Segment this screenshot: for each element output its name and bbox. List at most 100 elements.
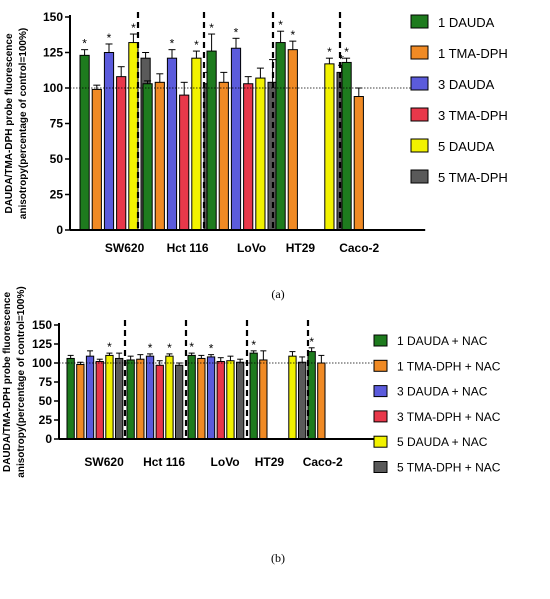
legend-label-b: 1 TMA-DPH + NAC — [397, 359, 501, 373]
legend-swatch-a — [410, 107, 429, 122]
significance-star-a: * — [194, 38, 199, 52]
panel-label-a: (a) — [271, 287, 284, 301]
y-axis-label-b: anisotropy(percentage of control=100%) — [16, 286, 27, 477]
y-tick-label-b: 100 — [32, 356, 52, 370]
bar-a-ht29-5 — [324, 63, 335, 231]
bar-b-hct116-6 — [175, 364, 184, 440]
legend-a: 1 DAUDA 1 TMA-DPH 3 DAUDA 3 TMA-DPH 5 DAUDA 5… — [410, 14, 508, 185]
bar-a-hct116-5 — [191, 57, 202, 231]
bar-a-sw620-5 — [128, 42, 139, 231]
bar-b-sw620-3 — [85, 355, 95, 440]
bar-b-ht29-5 — [288, 355, 297, 440]
y-axis-label-a: anisotropy(percentage of control=100%) — [18, 28, 29, 219]
legend-swatch-b — [373, 410, 388, 423]
bar-b-sw620-1 — [66, 357, 75, 440]
y-tick-label-a: 50 — [50, 152, 64, 166]
legend-swatch-a — [410, 138, 429, 153]
significance-star-a: * — [209, 21, 214, 35]
significance-star-a: * — [290, 28, 295, 42]
x-tick-label-a: HT29 — [286, 241, 316, 255]
x-tick-label-b: HT29 — [255, 455, 285, 469]
y-axis-label-b: DAUDA/TMA-DPH probe fluorescence — [2, 292, 13, 472]
bar-a-hct116-1 — [142, 83, 153, 231]
x-tick-label-a: SW620 — [105, 241, 145, 255]
bar-a-lovo-3 — [230, 47, 242, 231]
significance-star-a: * — [278, 18, 283, 32]
x-tick-label-a: Hct 116 — [167, 241, 209, 255]
bar-a-lovo-5 — [255, 77, 266, 231]
bar-a-caco-2-2 — [353, 96, 364, 231]
bar-b-ht29-6 — [298, 361, 307, 440]
y-tick-label-a: 150 — [43, 10, 63, 24]
significance-star-b: * — [209, 342, 214, 356]
legend-swatch-a — [410, 169, 429, 184]
legend-label-a: 1 DAUDA — [438, 15, 495, 30]
legend-swatch-b — [373, 385, 388, 398]
legend-swatch-a — [410, 45, 429, 60]
bar-b-hct116-2 — [136, 358, 145, 440]
y-axis-label-a: DAUDA/TMA-DPH probe fluorescence — [4, 33, 15, 213]
panel-label-b: (b) — [271, 551, 285, 565]
bar-a-lovo-4 — [243, 83, 254, 231]
y-tick-label-a: 25 — [50, 188, 64, 202]
bar-b-lovo-4 — [216, 360, 225, 440]
bar-a-sw620-4 — [116, 76, 127, 231]
bar-b-hct116-4 — [155, 364, 164, 440]
bar-a-ht29-2 — [287, 49, 298, 231]
legend-label-b: 1 DAUDA + NAC — [397, 334, 488, 348]
x-tick-label-b: LoVo — [211, 455, 240, 469]
y-tick-label-b: 0 — [45, 432, 52, 446]
bar-b-lovo-6 — [236, 361, 245, 440]
bar-a-hct116-3 — [166, 57, 178, 231]
bar-b-lovo-5 — [226, 360, 235, 440]
significance-star-b: * — [107, 340, 112, 354]
significance-star-b: * — [167, 341, 172, 355]
legend-label-b: 3 TMA-DPH + NAC — [397, 410, 501, 424]
significance-star-a: * — [327, 45, 332, 59]
bar-b-sw620-4 — [95, 360, 104, 440]
legend-label-a: 1 TMA-DPH — [438, 46, 508, 61]
significance-star-b: * — [309, 335, 314, 349]
y-tick-label-b: 150 — [32, 318, 52, 332]
bar-b-sw620-2 — [76, 364, 85, 440]
significance-star-a: * — [339, 52, 344, 66]
legend-swatch-b — [373, 334, 388, 347]
bar-a-ht29-1 — [275, 42, 286, 231]
legend-label-a: 3 TMA-DPH — [438, 108, 508, 123]
bar-b-lovo-3 — [206, 356, 216, 440]
y-tick-label-a: 0 — [56, 223, 63, 237]
bar-a-sw620-1 — [79, 54, 90, 231]
bar-a-lovo-2 — [218, 81, 229, 231]
bar-b-lovo-1 — [187, 354, 196, 440]
bar-b-caco-2-2 — [317, 362, 326, 440]
bar-a-lovo-1 — [206, 50, 217, 231]
y-tick-label-b: 50 — [39, 394, 53, 408]
legend-swatch-a — [410, 76, 429, 91]
legend-label-b: 5 TMA-DPH + NAC — [397, 461, 501, 475]
legend-label-b: 5 DAUDA + NAC — [397, 435, 488, 449]
significance-star-a: * — [344, 45, 349, 59]
y-tick-label-a: 75 — [50, 117, 64, 131]
bar-a-caco-2-1 — [341, 61, 352, 231]
legend-label-a: 5 DAUDA — [438, 139, 495, 154]
bar-b-hct116-5 — [165, 355, 174, 440]
significance-star-b: * — [148, 341, 153, 355]
legend-label-a: 5 TMA-DPH — [438, 170, 508, 185]
x-tick-label-b: SW620 — [84, 455, 124, 469]
significance-star-b: * — [251, 338, 256, 352]
bar-b-ht29-1 — [249, 352, 258, 440]
bar-b-ht29-2 — [259, 359, 268, 440]
x-tick-label-a: Caco-2 — [339, 241, 379, 255]
bar-b-sw620-6 — [115, 357, 124, 440]
bar-a-hct116-4 — [179, 94, 190, 231]
bar-b-hct116-3 — [145, 355, 155, 440]
legend-swatch-b — [373, 435, 388, 448]
significance-star-a: * — [82, 37, 87, 51]
y-tick-label-a: 125 — [43, 46, 63, 60]
bar-b-lovo-2 — [197, 357, 206, 440]
significance-star-a: * — [170, 37, 175, 51]
legend-label-a: 3 DAUDA — [438, 77, 495, 92]
significance-star-a: * — [234, 25, 239, 39]
